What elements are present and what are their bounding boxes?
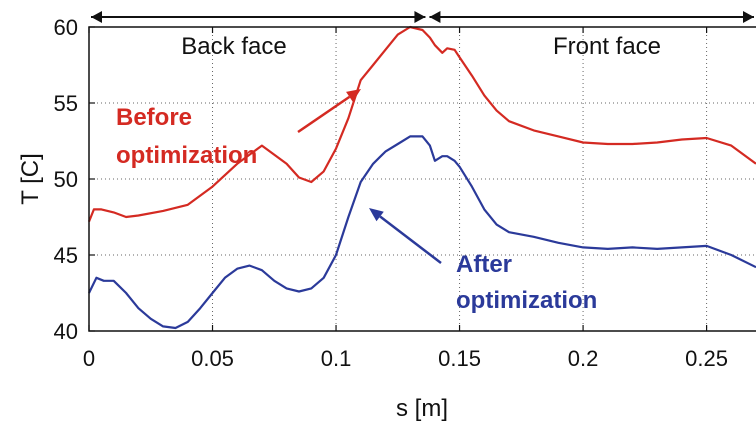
region-arrowhead-right-0 — [414, 11, 426, 23]
y-tick-label-0: 40 — [54, 319, 78, 344]
region-markers: Back face Front face — [91, 11, 754, 60]
x-tick-label-1: 0.05 — [191, 346, 234, 371]
annotation-arrow-1 — [379, 215, 442, 264]
region-arrowhead-right-1 — [743, 11, 754, 23]
annotations: Before optimization After optimization — [116, 89, 597, 314]
region-arrowhead-left-1 — [429, 11, 441, 23]
x-tick-label-4: 0.2 — [568, 346, 599, 371]
y-tick-label-2: 50 — [54, 167, 78, 192]
annotation-arrow-0 — [297, 95, 351, 134]
series-group — [87, 25, 756, 330]
plot-frame — [88, 26, 756, 332]
x-axis-label: s [m] — [396, 395, 448, 422]
y-axis-label: T [C] — [17, 153, 44, 205]
annotation-text-1-1: optimization — [456, 287, 597, 314]
x-tick-label-0: 0 — [83, 346, 95, 371]
annotation-text-0-0: Before — [116, 104, 192, 131]
region-label-0: Back face — [181, 33, 286, 60]
x-tick-label-2: 0.1 — [321, 346, 352, 371]
tick-labels: 0 0.05 0.1 0.15 0.2 0.25 40 45 50 55 60 — [54, 15, 728, 371]
y-tick-label-4: 60 — [54, 15, 78, 40]
annotation-text-0-1: optimization — [116, 142, 257, 169]
grid — [88, 26, 756, 332]
annotation-arrowhead-1 — [369, 208, 384, 222]
region-label-1: Front face — [553, 33, 661, 60]
region-arrowhead-left-0 — [91, 11, 102, 23]
annotation-arrowhead-0 — [346, 89, 361, 102]
y-tick-label-1: 45 — [54, 243, 78, 268]
x-tick-label-5: 0.25 — [685, 346, 728, 371]
y-tick-label-3: 55 — [54, 91, 78, 116]
series-line-1 — [88, 135, 756, 330]
annotation-text-1-0: After — [456, 251, 512, 278]
x-tick-label-3: 0.15 — [438, 346, 481, 371]
